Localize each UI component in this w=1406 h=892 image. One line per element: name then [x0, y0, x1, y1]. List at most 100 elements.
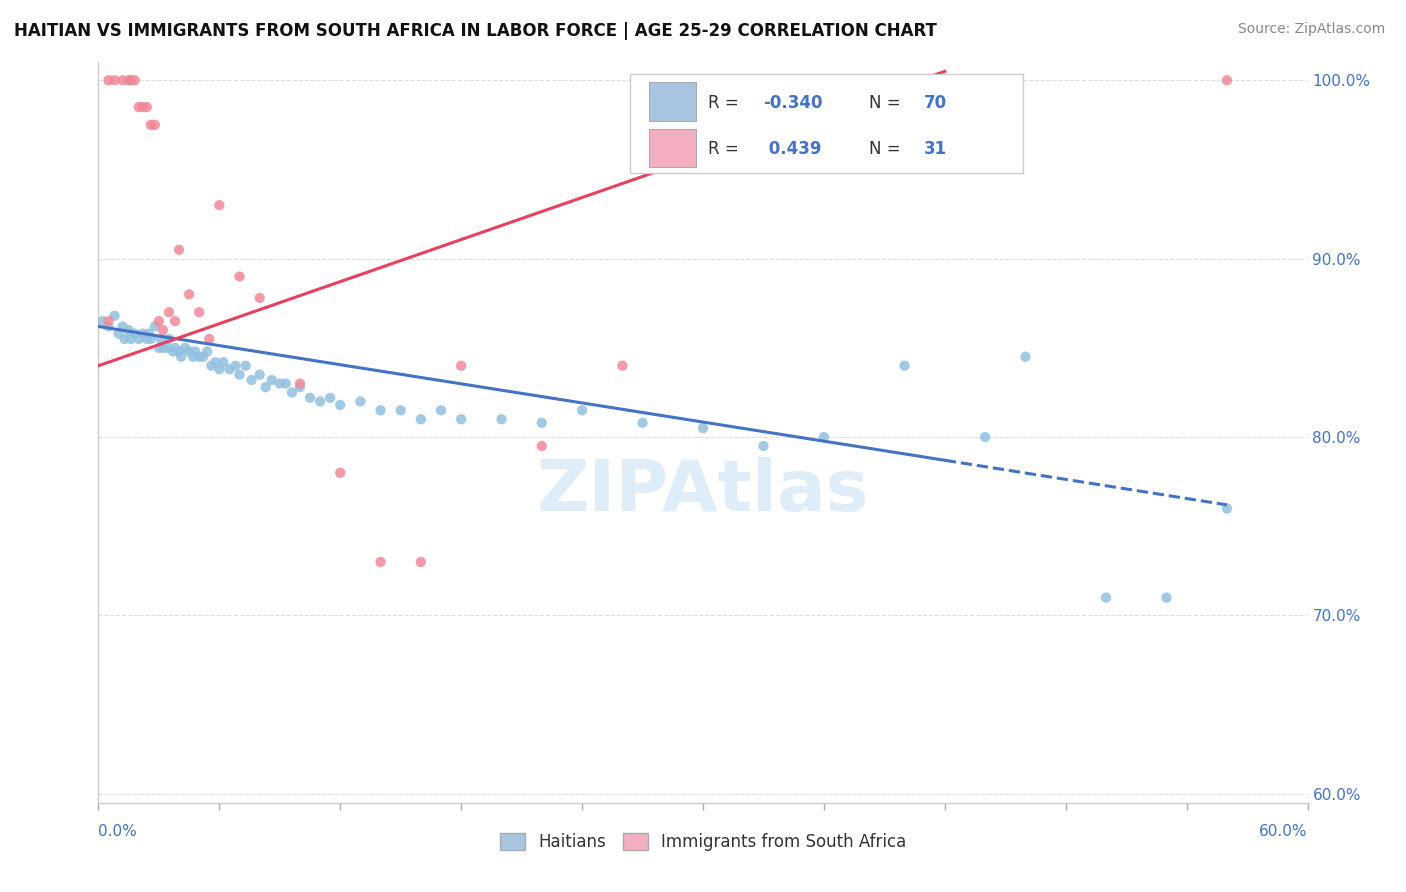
Point	[249, 368, 271, 382]
Point	[1216, 73, 1239, 87]
Point	[530, 439, 553, 453]
FancyBboxPatch shape	[630, 73, 1024, 173]
Point	[162, 344, 184, 359]
Point	[148, 341, 170, 355]
Point	[97, 73, 120, 87]
Point	[204, 355, 226, 369]
Point	[240, 373, 263, 387]
Point	[120, 332, 142, 346]
Point	[269, 376, 291, 391]
Point	[228, 269, 250, 284]
Point	[111, 319, 134, 334]
Text: R =: R =	[707, 95, 744, 112]
Text: Source: ZipAtlas.com: Source: ZipAtlas.com	[1237, 22, 1385, 37]
Legend: Haitians, Immigrants from South Africa: Haitians, Immigrants from South Africa	[494, 826, 912, 857]
Point	[179, 287, 201, 301]
Point	[319, 391, 342, 405]
Point	[1014, 350, 1036, 364]
Point	[184, 344, 207, 359]
Point	[409, 555, 432, 569]
Point	[124, 326, 146, 341]
Point	[1156, 591, 1178, 605]
Point	[152, 341, 174, 355]
Point	[349, 394, 371, 409]
Point	[174, 341, 197, 355]
Point	[195, 344, 218, 359]
Point	[450, 359, 472, 373]
Point	[148, 314, 170, 328]
Point	[181, 350, 204, 364]
Point	[692, 421, 714, 435]
Point	[752, 439, 775, 453]
Point	[813, 430, 835, 444]
Point	[281, 385, 304, 400]
Point	[157, 305, 180, 319]
Point	[188, 305, 211, 319]
Point	[1095, 591, 1118, 605]
Point	[111, 73, 134, 87]
Point	[135, 100, 157, 114]
Point	[218, 362, 240, 376]
Point	[389, 403, 412, 417]
Point	[149, 332, 172, 346]
Text: 0.439: 0.439	[763, 140, 823, 159]
Text: 0.0%: 0.0%	[98, 824, 138, 839]
Point	[135, 332, 157, 346]
Point	[143, 319, 166, 334]
Point	[254, 380, 277, 394]
Point	[157, 332, 180, 346]
Point	[163, 341, 186, 355]
Text: R =: R =	[707, 140, 744, 159]
Point	[97, 319, 120, 334]
Point	[571, 403, 593, 417]
Point	[120, 73, 142, 87]
Text: HAITIAN VS IMMIGRANTS FROM SOUTH AFRICA IN LABOR FORCE | AGE 25-29 CORRELATION C: HAITIAN VS IMMIGRANTS FROM SOUTH AFRICA …	[14, 22, 936, 40]
Point	[309, 394, 332, 409]
Point	[97, 314, 120, 328]
Point	[167, 344, 190, 359]
Text: 60.0%: 60.0%	[1260, 824, 1308, 839]
Point	[103, 73, 125, 87]
Point	[288, 380, 311, 394]
Point	[138, 326, 160, 341]
Point	[198, 332, 221, 346]
Text: 70: 70	[924, 95, 948, 112]
Point	[163, 314, 186, 328]
Point	[274, 376, 297, 391]
Point	[152, 323, 174, 337]
Point	[143, 118, 166, 132]
Point	[235, 359, 257, 373]
Point	[288, 376, 311, 391]
Point	[107, 326, 129, 341]
Text: N =: N =	[869, 140, 905, 159]
Text: N =: N =	[869, 95, 905, 112]
Point	[370, 403, 392, 417]
Point	[228, 368, 250, 382]
Point	[118, 73, 141, 87]
Point	[179, 344, 201, 359]
Point	[193, 350, 215, 364]
Point	[200, 359, 222, 373]
Text: 31: 31	[924, 140, 948, 159]
Point	[530, 416, 553, 430]
Point	[631, 416, 654, 430]
Point	[128, 332, 150, 346]
FancyBboxPatch shape	[648, 82, 696, 121]
Point	[167, 243, 190, 257]
Point	[299, 391, 322, 405]
Point	[132, 100, 155, 114]
Point	[212, 355, 235, 369]
Point	[249, 291, 271, 305]
Point	[430, 403, 453, 417]
Point	[156, 341, 179, 355]
Point	[208, 362, 231, 376]
Point	[188, 350, 211, 364]
Point	[409, 412, 432, 426]
Point	[329, 398, 352, 412]
Point	[612, 359, 634, 373]
Point	[329, 466, 352, 480]
Point	[974, 430, 997, 444]
Point	[124, 73, 146, 87]
Point	[103, 309, 125, 323]
Text: ZIPAtlas: ZIPAtlas	[537, 458, 869, 526]
